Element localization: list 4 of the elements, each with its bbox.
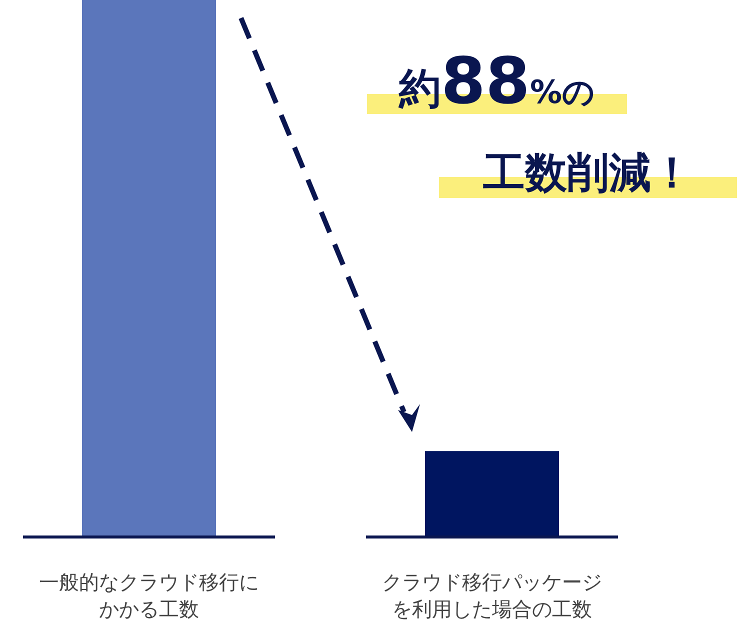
x-tick-label: 一般的なクラウド移行にかかる工数 [39, 570, 259, 621]
annotation: 約88%の [398, 45, 596, 119]
annotation: 工数削減！ [482, 148, 693, 197]
x-tick-label: クラウド移行パッケージを利用した場合の工数 [382, 570, 602, 621]
